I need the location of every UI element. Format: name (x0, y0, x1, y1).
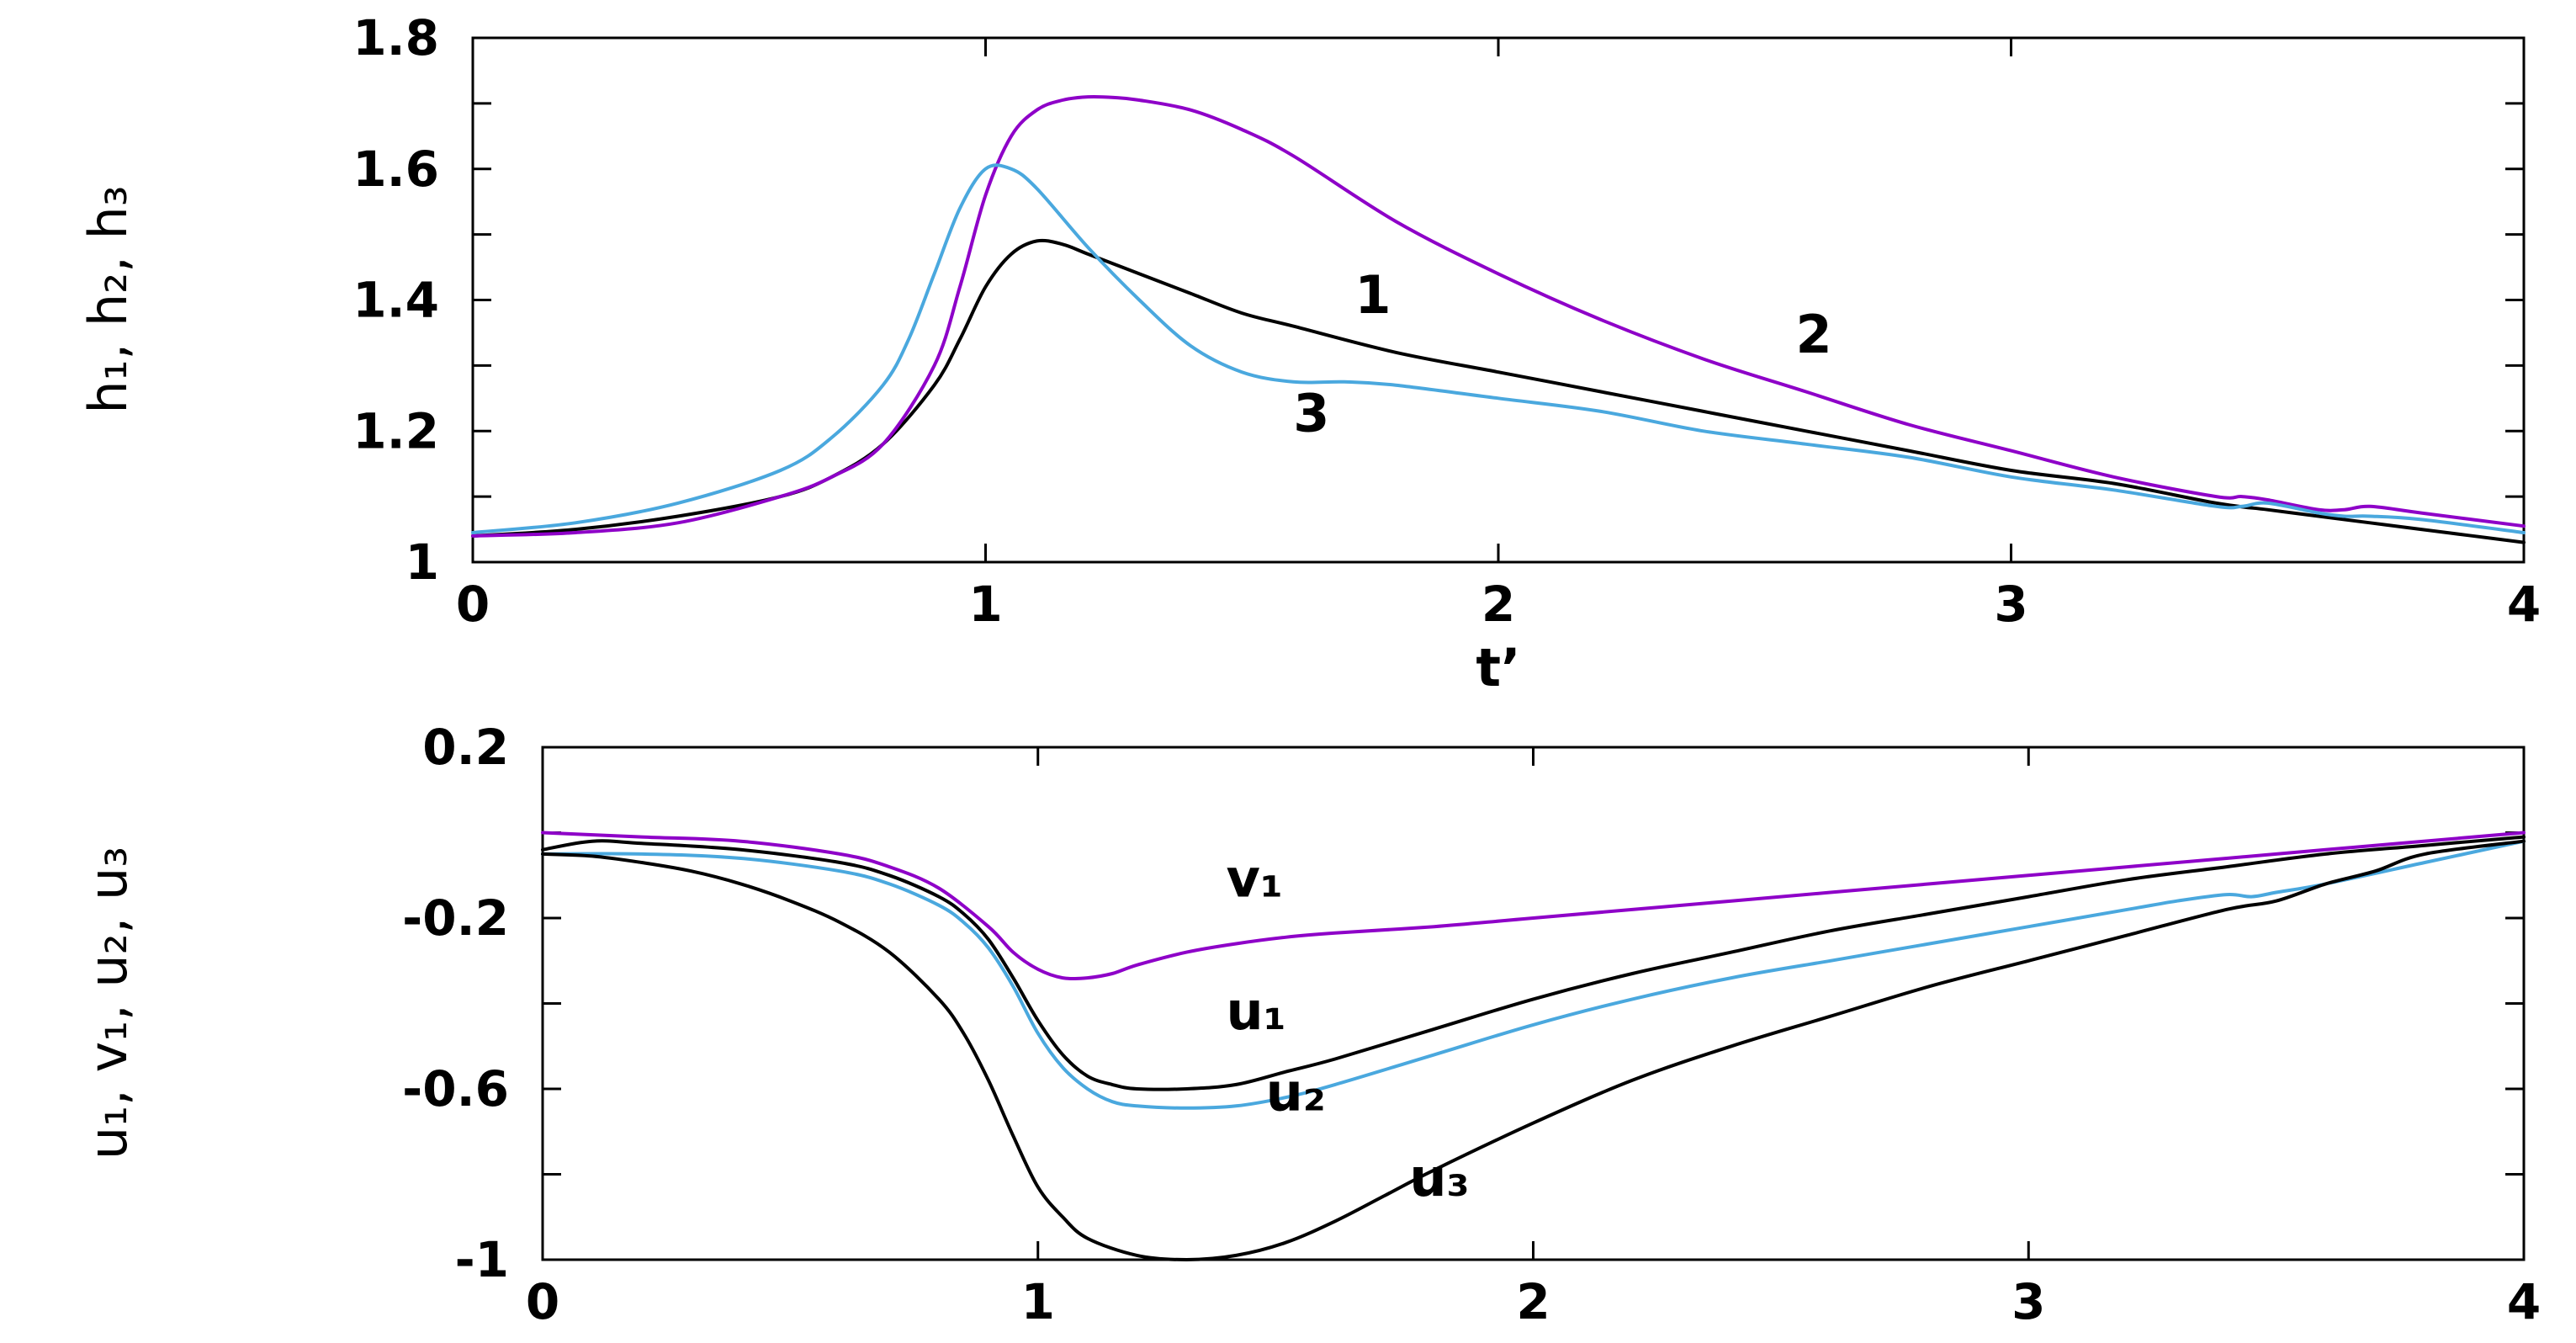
x-tick-label: 1 (968, 576, 1002, 633)
series-label: 1 (1354, 264, 1391, 326)
series-line-h-2 (471, 163, 2526, 534)
series-label: v₁ (1226, 848, 1283, 910)
y-tick-label: 1.8 (352, 9, 439, 66)
x-axis-label: t’ (1476, 637, 1520, 698)
plot-frame (471, 36, 2526, 564)
y-tick-label: 1.4 (352, 272, 439, 329)
series-label: 3 (1293, 382, 1329, 443)
bottom-panel: 0 1 2 3 4 -1 -0.6 -0.2 0.2 u₁, v₁, u₂, u₃ v₁ u₁ u₂ u₃ (77, 719, 2541, 1330)
y-tick-label: -0.2 (402, 889, 509, 947)
series-label: u₃ (1409, 1147, 1469, 1208)
x-tick-label: 2 (1516, 1273, 1550, 1330)
series-line-u-0 (541, 831, 2526, 981)
y-tick-label: 1 (405, 533, 439, 591)
series-line-h-1 (471, 94, 2526, 538)
y-tick-label: -0.6 (402, 1060, 509, 1117)
series-label: u₁ (1226, 980, 1285, 1042)
series-line-u-3 (541, 839, 2526, 1261)
series-line-u-1 (541, 835, 2526, 1091)
series-label: 2 (1796, 304, 1832, 365)
y-tick-label: 1.6 (352, 141, 439, 198)
x-tick-label: 3 (1994, 576, 2027, 633)
x-tick-label: 0 (456, 576, 490, 633)
y-tick-label: -1 (455, 1231, 509, 1288)
series-line-u-2 (541, 839, 2526, 1110)
x-tick-label: 1 (1021, 1273, 1055, 1330)
x-tick-label: 4 (2507, 1273, 2541, 1330)
series-label: u₂ (1266, 1061, 1326, 1123)
y-tick-label: 0.2 (422, 719, 509, 776)
y-axis-label: h₁, h₂, h₃ (77, 185, 139, 413)
plot-frame (541, 746, 2526, 1261)
x-tick-label: 2 (1481, 576, 1515, 633)
x-tick-label: 4 (2507, 576, 2541, 633)
y-axis-label: u₁, v₁, u₂, u₃ (77, 847, 139, 1160)
x-tick-label: 0 (526, 1273, 559, 1330)
top-panel: 0 1 2 3 411.21.41.61.8h₁, h₂, h₃t’123 (77, 9, 2541, 698)
x-tick-label: 3 (2012, 1273, 2045, 1330)
y-tick-label: 1.2 (352, 402, 439, 459)
